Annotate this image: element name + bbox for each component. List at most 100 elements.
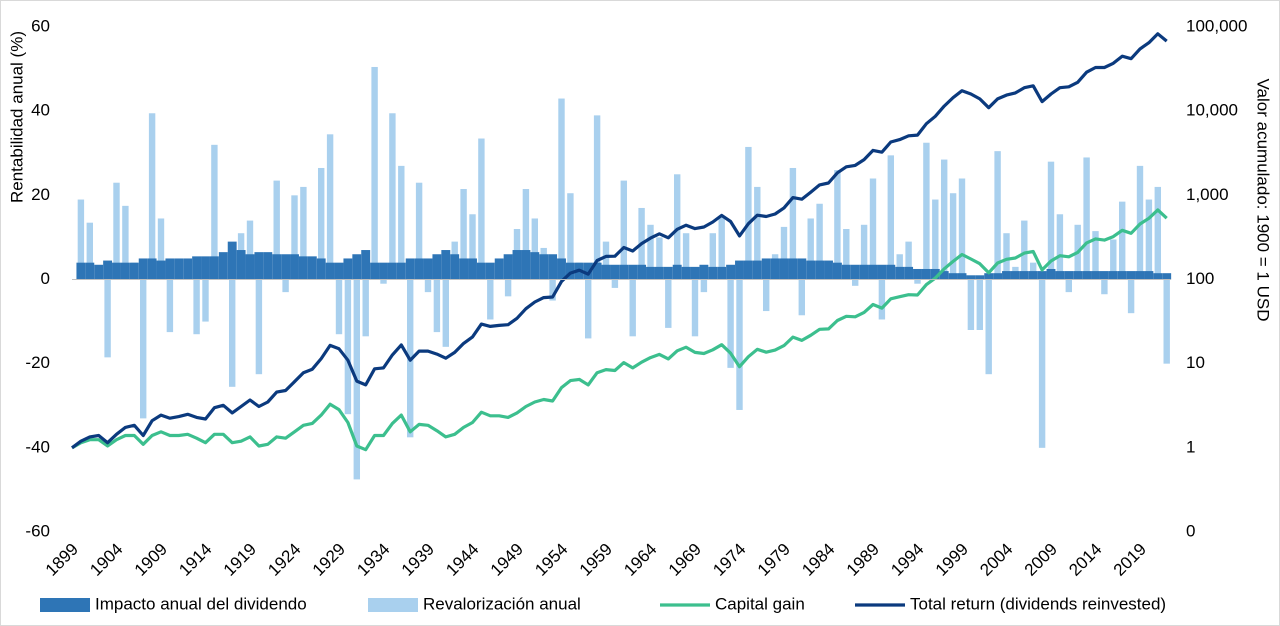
bar — [459, 258, 469, 280]
legend-label: Capital gain — [715, 594, 805, 613]
bar — [957, 273, 967, 280]
y-axis-title: Rentabilidad anual (%) — [7, 31, 26, 203]
bar — [539, 254, 549, 280]
bar — [904, 266, 914, 280]
bar — [300, 186, 307, 280]
bar — [628, 264, 638, 280]
bar — [663, 266, 673, 280]
bar — [1047, 161, 1055, 280]
bar — [423, 258, 433, 280]
bar — [557, 258, 566, 280]
bar — [993, 273, 1003, 280]
bar — [494, 258, 504, 280]
y2-tick-label: 100,000 — [1186, 16, 1247, 35]
bar — [503, 254, 513, 280]
bar — [450, 254, 460, 280]
bar — [1037, 271, 1047, 280]
bar — [379, 262, 388, 280]
bar — [745, 146, 752, 280]
bar — [460, 189, 467, 280]
bar — [700, 279, 708, 293]
bar — [1028, 271, 1038, 280]
y-tick-label: 60 — [31, 16, 50, 35]
bar — [877, 264, 887, 280]
bar — [227, 241, 237, 280]
bar — [868, 264, 878, 280]
bar — [939, 271, 949, 280]
bar — [549, 279, 556, 301]
bar — [1002, 271, 1011, 280]
bar — [362, 279, 369, 337]
bar — [183, 258, 193, 280]
bar — [824, 260, 833, 280]
line — [71, 32, 1168, 450]
bar — [602, 241, 610, 280]
bar — [994, 151, 1001, 280]
bar — [1101, 279, 1108, 295]
bar — [1118, 201, 1126, 280]
y-tick-label: 0 — [41, 269, 50, 288]
bar — [665, 279, 672, 328]
bar — [113, 182, 120, 280]
bar — [147, 258, 157, 280]
bar — [371, 66, 378, 280]
legend-swatch — [368, 598, 418, 612]
bar — [806, 260, 816, 280]
bar — [352, 254, 362, 280]
bar — [414, 258, 424, 280]
bar — [361, 250, 371, 280]
bar — [192, 256, 202, 280]
bar — [905, 241, 912, 280]
y-tick-label: 20 — [31, 185, 50, 204]
bar — [1092, 231, 1099, 280]
bar — [174, 258, 184, 280]
bar — [708, 266, 718, 280]
bar — [966, 275, 976, 280]
bar — [424, 279, 432, 293]
bar — [558, 98, 565, 280]
bar — [592, 262, 602, 280]
bar — [389, 113, 396, 280]
bar — [1144, 271, 1154, 280]
bar — [334, 262, 344, 280]
bar — [228, 279, 236, 387]
bar — [281, 254, 291, 280]
bar — [736, 279, 743, 410]
y2-tick-label: 1 — [1186, 437, 1195, 456]
bar — [691, 279, 699, 337]
bar — [317, 167, 325, 280]
bar — [478, 138, 485, 280]
bar — [530, 252, 540, 280]
bar — [647, 224, 654, 280]
bar — [850, 264, 860, 280]
bar — [487, 279, 494, 320]
bar — [254, 252, 264, 280]
bar — [672, 264, 682, 280]
bar — [832, 262, 842, 280]
bar — [504, 279, 512, 297]
bar — [1019, 271, 1029, 280]
bar — [209, 256, 219, 280]
bar — [370, 262, 380, 280]
bar — [512, 250, 522, 280]
bar — [103, 260, 113, 280]
bar — [567, 193, 574, 280]
bar — [343, 258, 353, 280]
bar — [129, 262, 139, 280]
bar — [593, 115, 601, 280]
bar — [940, 159, 948, 280]
bar — [923, 142, 930, 280]
bar — [646, 266, 655, 280]
bar — [273, 180, 280, 280]
bar — [619, 264, 629, 280]
bar — [976, 279, 984, 330]
bar — [984, 273, 994, 280]
bar — [1038, 279, 1046, 448]
bar — [620, 180, 628, 280]
y-tick-label: -40 — [25, 437, 50, 456]
bar — [86, 222, 94, 280]
bar — [798, 279, 806, 316]
bar — [396, 262, 406, 280]
bar — [921, 268, 931, 280]
bar — [1162, 273, 1172, 280]
